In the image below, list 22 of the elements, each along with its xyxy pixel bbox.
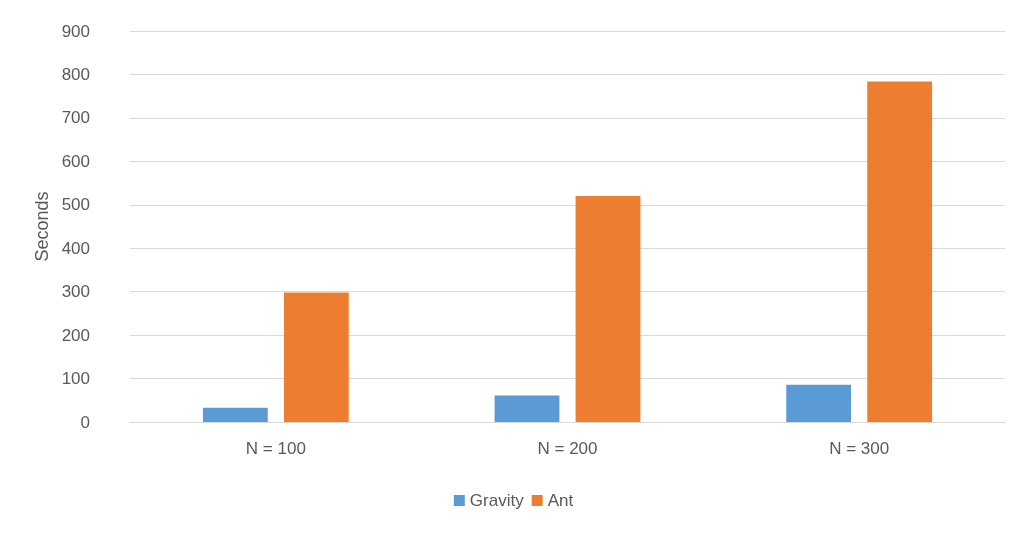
x-tick-label: N = 200: [537, 439, 598, 458]
x-tick-label: N = 100: [245, 439, 306, 458]
bar: [202, 407, 268, 422]
legend-label: Ant: [547, 491, 574, 510]
y-tick-label: 500: [61, 195, 90, 215]
x-tick-label: N = 300: [829, 439, 890, 458]
y-tick-label: 0: [80, 412, 90, 432]
y-tick-label: 400: [61, 238, 90, 258]
y-tick-label: 800: [61, 64, 90, 84]
y-tick-label: 300: [61, 282, 90, 302]
bar: [494, 395, 560, 422]
legend-label: Gravity: [469, 491, 525, 510]
y-tick-label: 600: [61, 151, 90, 171]
y-tick-label: 900: [61, 21, 90, 41]
y-tick-label: 100: [61, 369, 90, 389]
bar: [867, 81, 933, 422]
bar: [575, 196, 641, 422]
bar: [786, 384, 852, 422]
bar: [283, 292, 349, 422]
y-tick-label: 700: [61, 108, 90, 128]
y-tick-label: 200: [61, 325, 90, 345]
y-axis-title: Seconds: [31, 191, 52, 262]
